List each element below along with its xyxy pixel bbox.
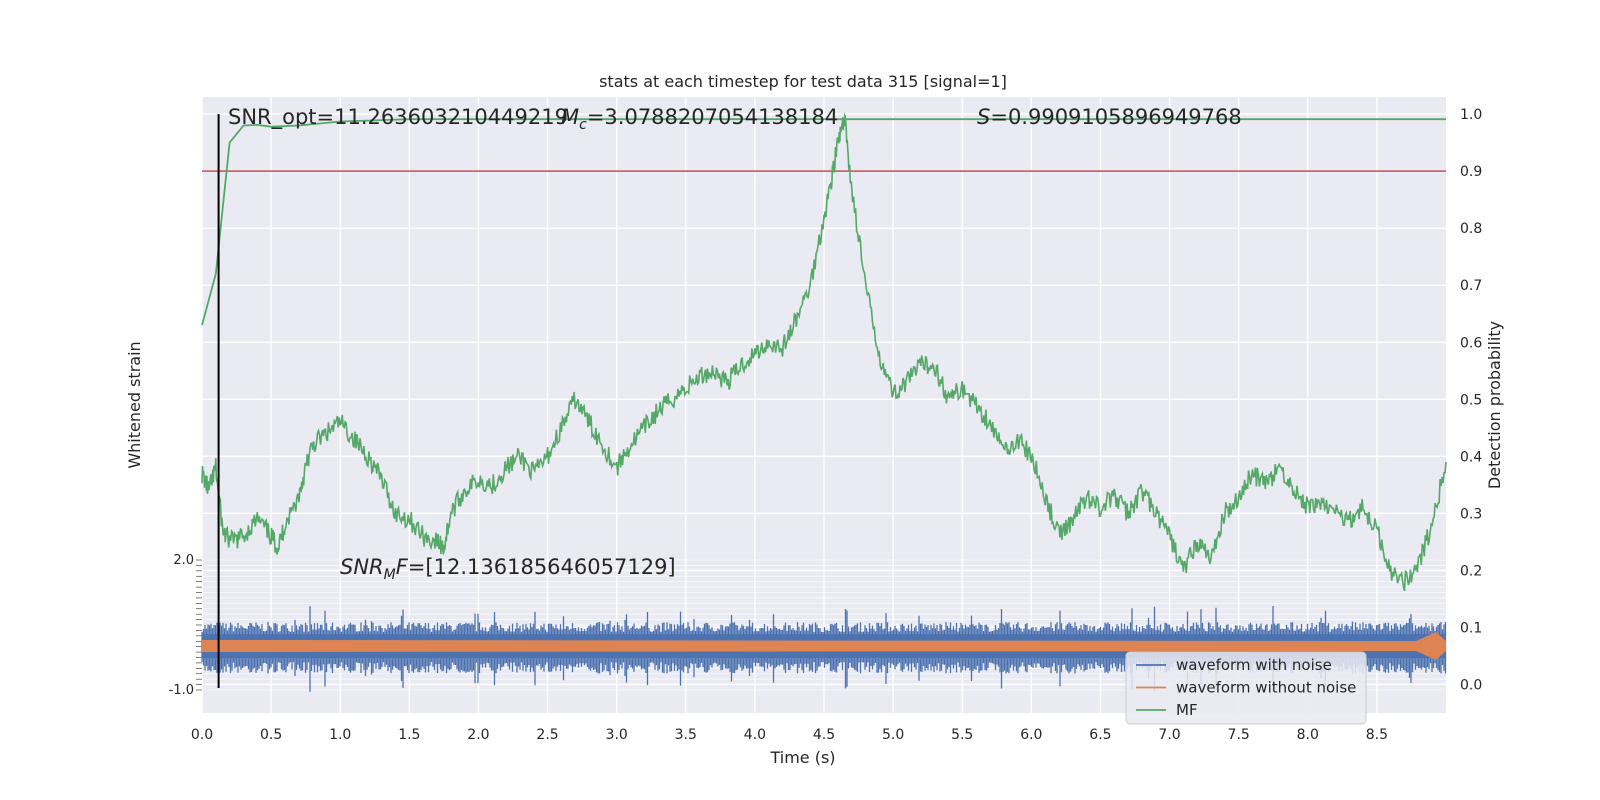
right-tick-label: 0.8 <box>1460 221 1482 237</box>
right-axis-ticks: 0.0 0.1 0.2 0.3 0.4 0.5 0.6 0.7 0.8 0.9 1.0 <box>1460 107 1482 693</box>
x-tick-label: 3.5 <box>675 727 697 743</box>
mf-line <box>201 118 1446 326</box>
detection-curve-line <box>201 112 1447 592</box>
waveform-without-noise-line <box>202 632 1446 660</box>
legend-box <box>1125 651 1367 725</box>
annotation-mc-sub: c <box>579 117 587 133</box>
x-tick-label: 2.0 <box>467 727 489 743</box>
x-tick-label: 1.5 <box>398 727 420 743</box>
x-tick-label: 5.5 <box>951 727 973 743</box>
x-tick-label: 1.0 <box>329 727 351 743</box>
annotation-mc-symbol: M <box>561 105 579 129</box>
x-axis-ticks: 0.0 0.5 1.0 1.5 2.0 2.5 3.0 3.5 4.0 4.5 5.0 5.5 6.0 6… <box>191 727 1388 743</box>
annotation-s: S=0.9909105896949768 <box>977 105 1242 129</box>
annotation-s-value: =0.9909105896949768 <box>990 105 1241 129</box>
annotation-snr-mf-tail: F <box>396 555 409 579</box>
x-tick-label: 7.5 <box>1228 727 1250 743</box>
right-tick-label: 0.1 <box>1460 620 1482 636</box>
right-tick-label: 1.0 <box>1460 107 1482 123</box>
x-tick-label: 8.0 <box>1297 727 1319 743</box>
legend-label: MF <box>1176 701 1198 719</box>
curves <box>201 112 1447 688</box>
right-tick-label: 0.0 <box>1460 677 1482 693</box>
annotation-snr-mf-symbol: SNR <box>340 555 384 579</box>
x-tick-label: 3.0 <box>606 727 628 743</box>
y-axis-label-right: Detection probability <box>1485 321 1504 489</box>
left-tick-label: 2.0 <box>173 553 194 568</box>
right-tick-label: 0.4 <box>1460 449 1482 465</box>
x-tick-label: 8.5 <box>1366 727 1388 743</box>
annotation-snr-opt: SNR_opt=11.263603210449219 <box>228 105 568 130</box>
x-tick-label: 0.5 <box>260 727 282 743</box>
y-axis-label-left: Whitened strain <box>125 341 144 468</box>
chart-title: stats at each timestep for test data 315… <box>599 72 1007 91</box>
x-tick-label: 6.0 <box>1020 727 1042 743</box>
right-tick-label: 0.5 <box>1460 392 1482 408</box>
legend-label: waveform with noise <box>1176 656 1332 674</box>
legend: waveform with noise waveform without nois… <box>1125 651 1367 725</box>
annotation-mc: Mc=3.0788207054138184 <box>561 105 838 133</box>
annotation-snr-mf-value: =[12.136185646057129] <box>408 555 676 579</box>
annotation-s-symbol: S <box>977 105 990 129</box>
x-tick-label: 7.0 <box>1158 727 1180 743</box>
x-tick-label: 6.5 <box>1089 727 1111 743</box>
x-tick-label: 2.5 <box>536 727 558 743</box>
right-tick-label: 0.3 <box>1460 506 1482 522</box>
left-tick-label: -1.0 <box>169 683 194 698</box>
right-tick-label: 0.9 <box>1460 164 1482 180</box>
legend-label: waveform without noise <box>1176 679 1356 697</box>
x-tick-label: 4.0 <box>744 727 766 743</box>
right-tick-label: 0.6 <box>1460 335 1482 351</box>
right-tick-label: 0.7 <box>1460 278 1482 294</box>
annotation-snr-mf: SNRMF=[12.136185646057129] <box>340 555 676 583</box>
x-tick-label: 5.0 <box>882 727 904 743</box>
annotation-snr-mf-sub: M <box>384 567 396 583</box>
x-tick-label: 4.5 <box>813 727 835 743</box>
x-axis-label: Time (s) <box>769 748 835 767</box>
right-tick-label: 0.2 <box>1460 563 1482 579</box>
x-tick-label: 0.0 <box>191 727 213 743</box>
annotation-mc-value: =3.0788207054138184 <box>587 105 838 129</box>
